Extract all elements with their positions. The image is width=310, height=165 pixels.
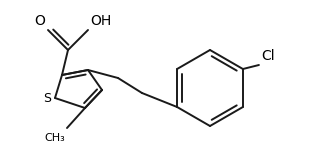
Text: O: O [34, 14, 45, 28]
Text: S: S [43, 92, 51, 104]
Text: CH₃: CH₃ [44, 133, 65, 143]
Text: Cl: Cl [261, 49, 275, 63]
Text: OH: OH [90, 14, 111, 28]
